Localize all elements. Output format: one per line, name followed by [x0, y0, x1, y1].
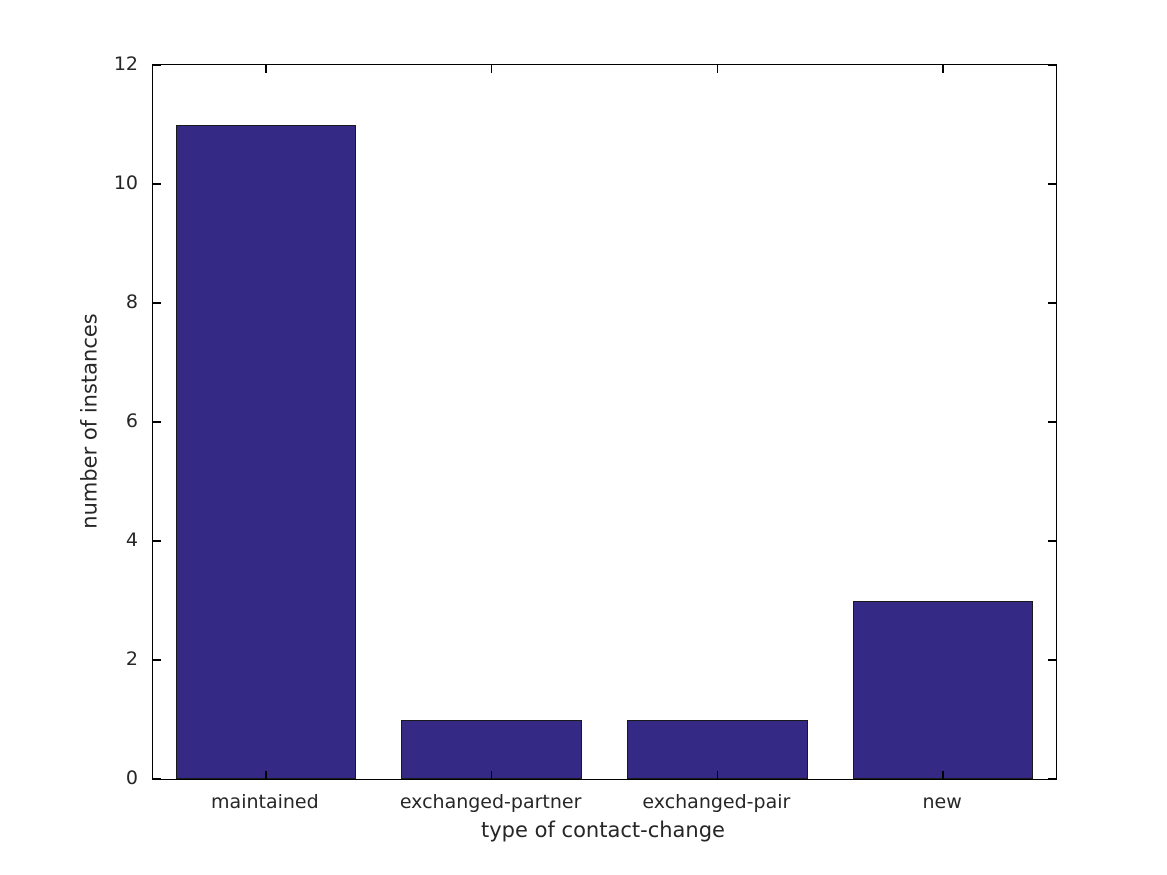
y-tick	[1048, 183, 1056, 185]
y-tick	[1048, 421, 1056, 423]
bar-maintained	[175, 124, 357, 779]
x-tick-label: exchanged-partner	[399, 791, 582, 813]
x-tick-label: exchanged-pair	[642, 791, 791, 813]
x-tick	[942, 771, 944, 779]
y-tick	[1048, 540, 1056, 542]
y-tick	[153, 421, 161, 423]
y-tick	[1048, 302, 1056, 304]
y-axis-label: number of instances	[77, 313, 102, 529]
y-tick	[153, 183, 161, 185]
y-tick	[1048, 659, 1056, 661]
x-tick	[942, 65, 944, 73]
y-tick-label: 6	[125, 410, 138, 432]
x-tick	[490, 65, 493, 73]
x-tick	[490, 771, 493, 779]
x-axis-label: type of contact-change	[481, 818, 725, 842]
x-tick-label: new	[922, 791, 962, 813]
y-tick	[153, 659, 161, 661]
y-tick-label: 2	[125, 648, 138, 670]
y-tick	[1048, 778, 1056, 780]
y-tick	[153, 64, 161, 66]
y-tick-label: 8	[125, 291, 138, 313]
y-tick-label: 12	[113, 53, 138, 75]
y-tick	[153, 302, 161, 304]
plot-area	[152, 64, 1057, 780]
x-tick-label: maintained	[211, 791, 319, 813]
x-tick	[716, 771, 719, 779]
y-tick	[1048, 64, 1056, 66]
bar-new	[852, 600, 1034, 779]
bar-exchanged-pair	[627, 719, 808, 779]
y-tick	[153, 778, 161, 780]
y-tick-label: 10	[113, 172, 138, 194]
x-tick	[265, 771, 267, 779]
y-tick-label: 4	[125, 529, 138, 551]
y-tick-label: 0	[125, 767, 138, 789]
bar-exchanged-partner	[401, 719, 582, 779]
x-tick	[265, 65, 267, 73]
y-tick	[153, 540, 161, 542]
x-tick	[716, 65, 719, 73]
